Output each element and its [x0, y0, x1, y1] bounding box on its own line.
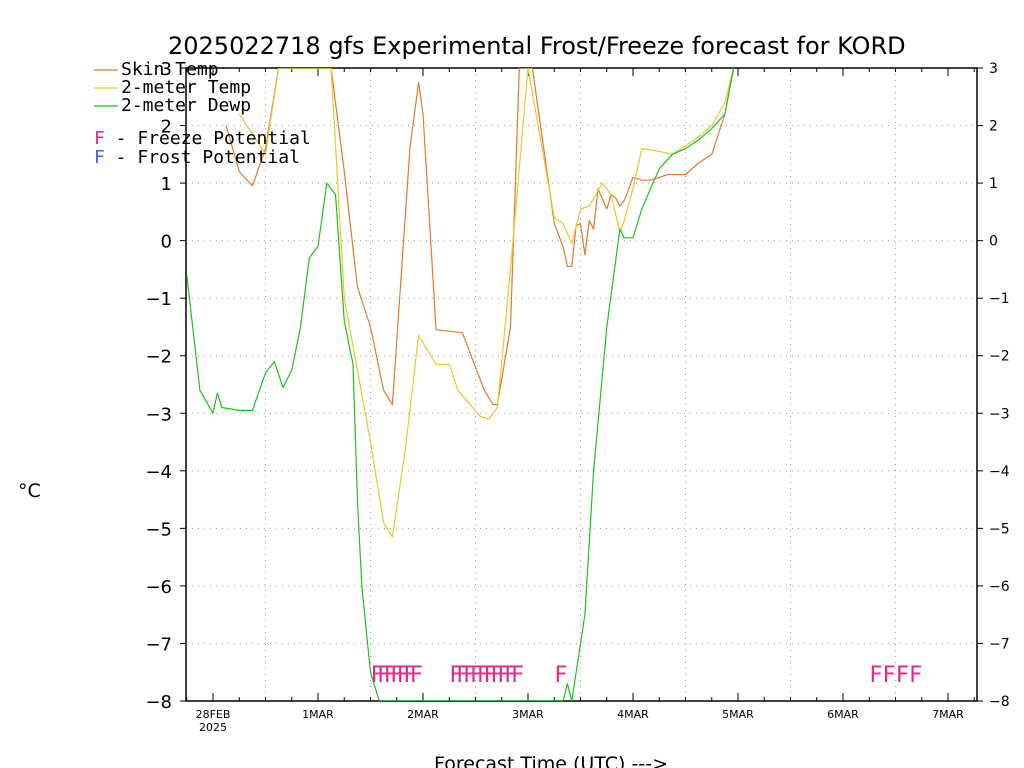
y-tick-label-right: −8 — [989, 694, 1010, 710]
x-axis-label: Forecast Time (UTC) ---> — [434, 753, 668, 768]
x-tick-label: 1MAR — [302, 708, 334, 721]
y-tick-label-right: 0 — [989, 234, 998, 250]
x-tick-label: 28FEB — [196, 708, 231, 721]
y-tick-label-right: −5 — [989, 521, 1010, 537]
flags-layer: FFFFFFF FFFFFFFFFF F FFFF — [371, 663, 923, 688]
chart-title: 2025022718 gfs Experimental Frost/Freeze… — [168, 32, 906, 60]
y-tick-label-right: −2 — [989, 349, 1010, 365]
potential-text: - Freeze Potential — [105, 128, 311, 149]
x-tick-label: 6MAR — [827, 708, 859, 721]
y-tick-label-right: 1 — [989, 176, 998, 192]
y-tick-label-left: −7 — [145, 634, 172, 655]
axes: 3 3 2 2 1 1 0 0 −1 −1 −2 −2 −3 −3 −4 −4 −5 −5 −6 −6 −7 −7 −8 −8… — [145, 59, 1009, 734]
y-tick-label-right: −1 — [989, 291, 1010, 307]
series-line-2-meter-dewp — [186, 68, 735, 701]
y-tick-label-left: −5 — [145, 519, 172, 540]
potential-letter: F — [94, 128, 105, 149]
y-tick-label-left: −1 — [145, 289, 172, 310]
y-tick-label-left: −6 — [145, 577, 172, 598]
y-tick-label-left: 2 — [161, 117, 172, 138]
potential-legend-item: F - Freeze Potential — [94, 128, 311, 149]
y-tick-label-left: −4 — [145, 462, 172, 483]
freeze-flag: FFFFFFF — [371, 663, 424, 688]
potential-legend-item: F - Frost Potential — [94, 147, 300, 168]
x-tick-sublabel: 2025 — [199, 721, 227, 734]
x-tick-label: 7MAR — [932, 708, 964, 721]
x-tick-label: 4MAR — [617, 708, 649, 721]
y-axis-label: °C — [18, 480, 41, 502]
y-tick-label-left: 3 — [161, 59, 172, 80]
legend-label: 2-meter Dewp — [121, 95, 251, 116]
y-tick-label-left: −3 — [145, 404, 172, 425]
freeze-flag: F — [554, 663, 567, 688]
y-tick-label-right: −6 — [989, 579, 1010, 595]
x-tick-label: 3MAR — [512, 708, 544, 721]
series-line-2-meter-temp — [238, 68, 735, 538]
freeze-flag: FFFF — [869, 663, 922, 688]
y-tick-label-right: 2 — [989, 119, 998, 135]
y-tick-label-left: 1 — [161, 174, 172, 195]
series-layer — [186, 68, 735, 701]
y-tick-label-left: −8 — [145, 692, 172, 713]
y-tick-label-left: −2 — [145, 347, 172, 368]
series-line-skin-temp — [225, 68, 735, 406]
potential-text: - Frost Potential — [105, 147, 300, 168]
potential-letter: F — [94, 147, 105, 168]
legend-label: 2-meter Temp — [121, 77, 251, 98]
y-tick-label-right: −7 — [989, 636, 1010, 652]
y-tick-label-right: 3 — [989, 61, 998, 77]
y-tick-label-right: −3 — [989, 406, 1010, 422]
plot-frame — [185, 67, 978, 702]
x-tick-label: 2MAR — [407, 708, 439, 721]
y-tick-label-left: 0 — [161, 232, 172, 253]
freeze-flag: FFFFFFFFFF — [449, 663, 524, 688]
grid — [186, 68, 977, 701]
x-tick-label: 5MAR — [722, 708, 754, 721]
y-tick-label-right: −4 — [989, 464, 1010, 480]
legend-label: Skin Temp — [121, 59, 219, 80]
